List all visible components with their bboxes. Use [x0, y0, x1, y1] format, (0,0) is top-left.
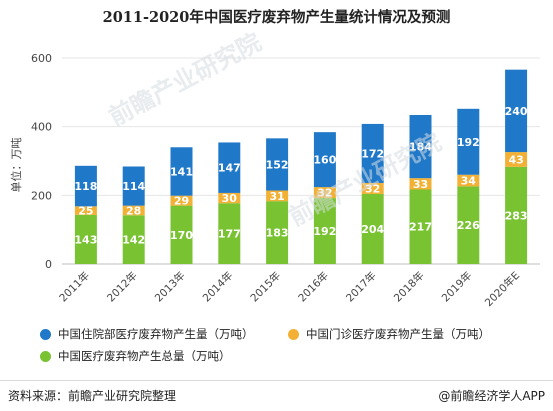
data-label-total: 283	[505, 209, 528, 222]
y-tick-label: 600	[31, 52, 52, 65]
bar-total	[361, 193, 384, 264]
bar-total	[409, 189, 432, 264]
x-tick-label: 2017年	[343, 269, 379, 305]
data-label-inpatient: 192	[457, 136, 480, 149]
bar-total	[122, 215, 145, 264]
data-label-total: 204	[361, 223, 384, 236]
x-axis-tick-labels: 2011年 2012年 2013年 2014年 2015年 2016年 2017年 2018年…	[57, 269, 523, 309]
y-tick-label: 0	[45, 258, 52, 271]
bar-outpatient	[409, 178, 432, 190]
brand-credit: @前瞻经济学人APP	[438, 389, 545, 403]
footer: 资料来源：前瞻产业研究院整理 @前瞻经济学人APP	[0, 380, 553, 411]
legend-label-outpatient: 中国门诊医疗废弃物产生量（万吨）	[306, 327, 490, 341]
chart-title: 2011-2020年中国医疗废弃物产生量统计情况及预测	[102, 9, 451, 26]
legend-item-outpatient: 中国门诊医疗废弃物产生量（万吨）	[288, 326, 490, 342]
bar-inpatient	[218, 142, 241, 193]
bar-total	[218, 203, 241, 264]
y-axis-label: 单位：万吨	[9, 138, 23, 193]
bar-outpatient	[266, 190, 289, 202]
x-tick-label: 2012年	[104, 269, 140, 305]
data-label-total: 170	[170, 229, 193, 242]
data-label-inpatient: 184	[409, 141, 432, 154]
source-note: 资料来源：前瞻产业研究院整理	[8, 389, 177, 403]
x-tick-label: 2011年	[57, 269, 93, 305]
bar-outpatient	[218, 192, 241, 204]
data-label-total: 143	[74, 233, 97, 246]
x-tick-label: 2015年	[248, 269, 284, 305]
data-label-inpatient: 160	[313, 154, 336, 167]
bar-total	[266, 201, 289, 264]
data-label-outpatient: 25	[78, 205, 93, 218]
x-tick-label: 2020年E	[482, 269, 522, 309]
bar-outpatient	[457, 174, 480, 187]
x-tick-label: 2016年	[296, 269, 332, 305]
data-label-total: 183	[266, 227, 289, 240]
data-label-outpatient: 28	[126, 204, 141, 217]
bar-inpatient	[457, 108, 480, 175]
data-label-inpatient: 152	[266, 158, 289, 171]
legend-marker-total	[40, 350, 51, 362]
bar-inpatient	[74, 165, 97, 207]
bars: 143 25 118 142 28 114 170 29 141 177 30 147 183 31 152…	[74, 69, 528, 264]
bar-inpatient	[409, 114, 432, 179]
x-tick-label: 2014年	[200, 269, 236, 305]
bar-inpatient	[122, 166, 145, 206]
bar-inpatient	[266, 138, 289, 191]
y-tick-label: 200	[31, 189, 52, 202]
data-label-outpatient: 33	[413, 178, 428, 191]
data-label-inpatient: 118	[74, 180, 97, 193]
data-label-outpatient: 30	[222, 192, 238, 205]
data-label-total: 192	[313, 225, 336, 238]
data-label-outpatient: 32	[317, 187, 332, 200]
data-label-inpatient: 240	[505, 105, 528, 118]
legend-item-inpatient: 中国住院部医疗废弃物产生量（万吨）	[40, 326, 254, 342]
data-label-total: 217	[409, 221, 432, 234]
x-tick-label: 2018年	[391, 269, 427, 305]
x-tick-label: 2019年	[439, 269, 475, 305]
bar-outpatient	[74, 206, 97, 215]
data-label-total: 226	[457, 219, 480, 232]
bar-total	[170, 205, 193, 264]
data-label-outpatient: 43	[508, 153, 523, 166]
bar-outpatient	[170, 195, 193, 206]
y-axis: 0 200 400 600	[31, 52, 52, 271]
bar-inpatient	[170, 147, 193, 196]
data-label-inpatient: 114	[122, 180, 145, 193]
bar-total	[313, 198, 336, 264]
bar-outpatient	[505, 152, 528, 167]
data-label-outpatient: 32	[365, 182, 380, 195]
legend-marker-inpatient	[40, 328, 51, 340]
bar-outpatient	[122, 205, 145, 216]
data-label-outpatient: 31	[269, 190, 284, 203]
bar-inpatient	[361, 123, 384, 183]
bar-total	[505, 166, 528, 264]
data-label-total: 177	[218, 228, 241, 241]
data-label-outpatient: 29	[174, 195, 189, 208]
data-label-outpatient: 34	[461, 175, 477, 188]
legend-label-total: 中国医疗废弃物产生总量（万吨）	[58, 349, 231, 363]
data-label-inpatient: 147	[218, 162, 241, 175]
bar-total	[74, 214, 97, 264]
legend-marker-outpatient	[288, 328, 299, 340]
bar-total	[457, 186, 480, 264]
bar-outpatient	[313, 187, 336, 199]
x-tick-label: 2013年	[152, 269, 188, 305]
legend-label-inpatient: 中国住院部医疗废弃物产生量（万吨）	[58, 327, 254, 341]
data-label-total: 142	[122, 234, 145, 247]
bar-inpatient	[505, 69, 528, 153]
bar-inpatient	[313, 132, 336, 188]
legend-item-total: 中国医疗废弃物产生总量（万吨）	[40, 348, 231, 364]
data-label-inpatient: 172	[361, 147, 384, 160]
bar-outpatient	[361, 182, 384, 194]
data-label-inpatient: 141	[170, 165, 193, 178]
y-tick-label: 400	[31, 121, 52, 134]
